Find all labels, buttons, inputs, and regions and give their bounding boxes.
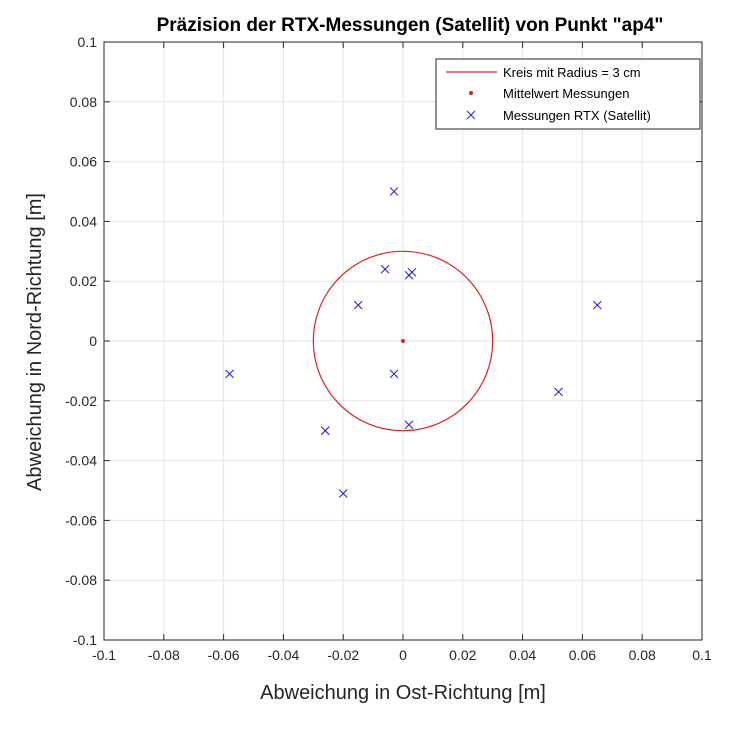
x-tick-label: 0.04 [509, 647, 536, 663]
measurement-point [592, 300, 602, 310]
y-tick-labels: -0.1 -0.08 -0.06 -0.04 -0.02 0 0.02 0.04 0.06 0.0… [65, 34, 97, 648]
legend-mean-symbol [469, 91, 473, 95]
y-tick-label: -0.02 [65, 393, 97, 409]
x-tick-label: -0.02 [327, 647, 359, 663]
measurement-point [320, 426, 330, 436]
plot-area [225, 187, 602, 498]
y-tick-label: -0.08 [65, 572, 97, 588]
x-tick-label: 0.1 [692, 647, 712, 663]
x-tick-label: 0.06 [569, 647, 596, 663]
radius-circle [312, 250, 494, 432]
y-tick-label: -0.1 [73, 632, 97, 648]
legend-measurement-label: Messungen RTX (Satellit) [503, 108, 651, 123]
measurement-point [389, 187, 399, 196]
chart-title: Präzision der RTX-Messungen (Satellit) v… [157, 15, 664, 36]
legend-mean-label: Mittelwert Messungen [503, 86, 629, 101]
x-tick-labels: -0.1 -0.08 -0.06 -0.04 -0.02 0 0.02 0.04 0.06 0.0… [92, 647, 712, 663]
measurement-point [380, 264, 390, 274]
y-tick-label: 0.06 [70, 154, 97, 170]
legend-box [435, 58, 701, 130]
legend: Kreis mit Radius = 3 cm Mittelwert Messu… [435, 58, 701, 130]
measurement-point [407, 267, 417, 277]
y-tick-label: -0.04 [65, 453, 97, 469]
measurement-point [225, 369, 234, 379]
mean-point [401, 339, 405, 343]
legend-circle-label: Kreis mit Radius = 3 cm [503, 65, 641, 80]
x-tick-label: 0 [399, 647, 407, 663]
x-tick-label: -0.06 [208, 647, 240, 663]
measurement-point [404, 420, 414, 430]
x-tick-label: -0.1 [92, 647, 116, 663]
y-axis-label: Abweichung in Nord-Richtung [m] [24, 193, 46, 491]
x-tick-label: -0.04 [267, 647, 299, 663]
measurement-point [338, 489, 348, 498]
x-tick-label: 0.02 [449, 647, 476, 663]
x-tick-label: 0.08 [629, 647, 656, 663]
measurement-point [389, 369, 399, 379]
y-tick-label: 0.08 [70, 94, 97, 110]
y-tick-label: 0 [89, 333, 97, 349]
y-tick-label: 0.04 [70, 213, 97, 229]
y-tick-label: 0.1 [78, 34, 98, 50]
legend-measurement-symbol [466, 110, 476, 120]
measurement-point [353, 300, 363, 310]
axes [103, 41, 703, 641]
y-tick-label: -0.06 [65, 512, 97, 528]
x-axis-label: Abweichung in Ost-Richtung [m] [260, 682, 546, 704]
x-tick-label: -0.08 [148, 647, 180, 663]
measurement-point [554, 387, 563, 397]
y-tick-label: 0.02 [70, 273, 97, 289]
